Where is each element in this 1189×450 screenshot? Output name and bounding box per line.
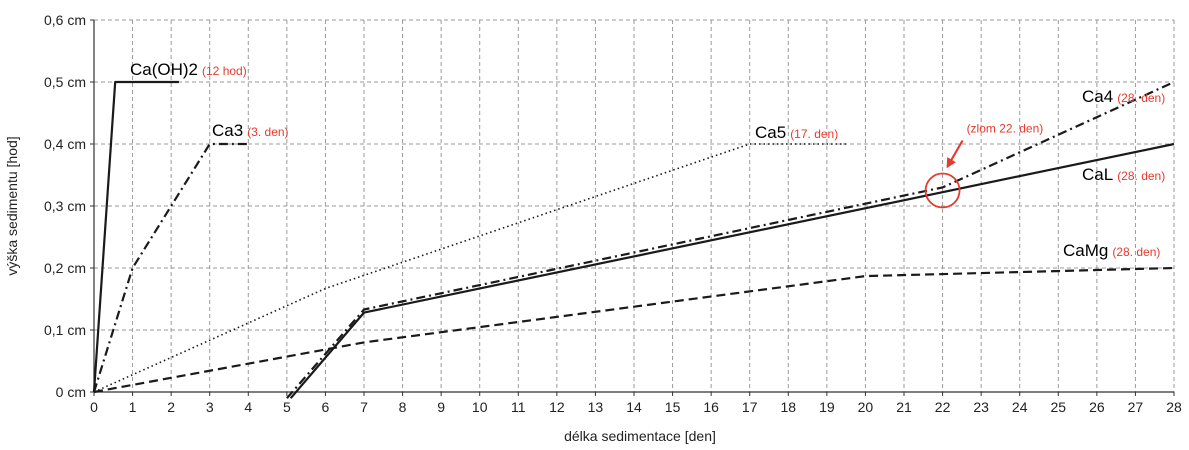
series-line-ca5 <box>93 143 847 393</box>
x-tick-label: 22 <box>935 399 951 415</box>
x-tick-label: 21 <box>896 399 912 415</box>
x-tick-label: 2 <box>167 399 175 415</box>
x-tick-label: 16 <box>703 399 719 415</box>
annotations: (zlom 22. den) <box>924 122 1044 209</box>
x-axis-title: délka sedimentace [den] <box>564 428 716 444</box>
x-tick-label: 28 <box>1166 399 1182 415</box>
series-line-ca-oh-2 <box>92 80 179 393</box>
x-tick-label: 20 <box>858 399 874 415</box>
x-tick-label: 9 <box>437 399 445 415</box>
y-tick-label: 0,3 cm <box>44 198 86 214</box>
y-tick-label: 0,4 cm <box>44 136 86 152</box>
break-point-arrow <box>946 139 964 169</box>
x-tick-label: 26 <box>1089 399 1105 415</box>
series-label-camg: CaMg (28. den) <box>1063 241 1160 260</box>
x-tick-label: 15 <box>665 399 681 415</box>
series-line-ca4 <box>286 80 1175 399</box>
x-tick-label: 19 <box>819 399 835 415</box>
x-tick-label: 27 <box>1128 399 1144 415</box>
series-labels: Ca(OH)2 (12 hod) Ca3 (3. den) Ca5 (17. den) Ca… <box>130 60 1165 260</box>
x-tick-label: 1 <box>129 399 137 415</box>
tick-labels: 0 1 2 3 4 5 6 7 8 9 10 11 12 13 14 15 16 17 18 19 20 21 22 23 24… <box>44 12 1182 415</box>
x-tick-label: 24 <box>1012 399 1028 415</box>
x-tick-label: 7 <box>360 399 368 415</box>
series-label-ca4: Ca4 (28. den) <box>1082 87 1165 106</box>
x-tick-label: 14 <box>626 399 642 415</box>
grid <box>94 19 1175 392</box>
series-line-ca3 <box>92 142 249 393</box>
break-point-label: (zlom 22. den) <box>967 122 1044 136</box>
x-tick-label: 13 <box>588 399 604 415</box>
series-label-ca-oh-2: Ca(OH)2 (12 hod) <box>130 60 247 79</box>
x-tick-label: 8 <box>399 399 407 415</box>
x-tick-label: 17 <box>742 399 758 415</box>
y-tick-label: 0,2 cm <box>44 260 86 276</box>
series-lines <box>92 80 1175 399</box>
y-tick-label: 0,6 cm <box>44 12 86 28</box>
x-tick-label: 12 <box>549 399 565 415</box>
series-label-ca3: Ca3 (3. den) <box>212 121 289 140</box>
x-tick-label: 3 <box>206 399 214 415</box>
x-tick-label: 4 <box>244 399 252 415</box>
y-tick-label: 0,1 cm <box>44 322 86 338</box>
x-tick-label: 25 <box>1050 399 1066 415</box>
series-label-cal: CaL (28. den) <box>1082 165 1165 184</box>
x-tick-label: 10 <box>472 399 488 415</box>
x-tick-label: 11 <box>511 399 526 415</box>
series-label-ca5: Ca5 (17. den) <box>755 123 838 142</box>
y-tick-label: 0 cm <box>56 384 86 400</box>
x-tick-label: 6 <box>322 399 330 415</box>
x-tick-label: 5 <box>283 399 291 415</box>
x-tick-label: 23 <box>973 399 989 415</box>
y-tick-label: 0,5 cm <box>44 74 86 90</box>
y-axis-title: výška sedimentu [hod] <box>4 136 20 275</box>
break-point-circle <box>924 172 961 209</box>
series-line-cal <box>289 142 1175 399</box>
x-tick-label: 18 <box>780 399 796 415</box>
x-tick-label: 0 <box>90 399 98 415</box>
